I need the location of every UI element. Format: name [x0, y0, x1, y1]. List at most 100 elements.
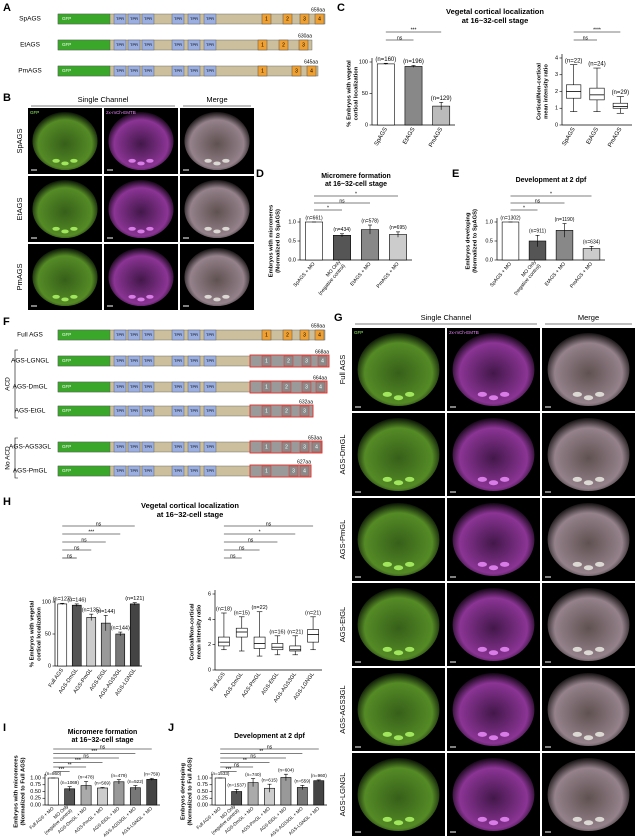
embryo-image: [547, 672, 630, 747]
y-tick-label: 4: [555, 55, 558, 61]
n-label: (n=478): [78, 775, 94, 780]
protein-length: 659aa: [311, 7, 325, 13]
goloco-motif: [257, 39, 268, 51]
cortical-spot: [128, 226, 136, 231]
cortical-spot: [583, 480, 594, 486]
motif-label: 1: [265, 358, 268, 364]
tpr-domain: [187, 13, 201, 25]
tpr-label: TPR: [130, 42, 138, 47]
cortical-spot: [595, 391, 605, 397]
tpr-domain: [127, 39, 141, 51]
goloco-motif: [281, 405, 292, 417]
motif-label: 2: [286, 16, 289, 22]
embryo-image: [357, 417, 440, 492]
tpr-label: TPR: [206, 42, 214, 47]
tpr-domain: [187, 65, 201, 77]
cortical-spot: [70, 294, 78, 299]
protein-name: AGS-EtGL: [15, 408, 46, 415]
y-axis-label: cortical localization: [354, 66, 360, 120]
goloco-motif: [314, 329, 325, 341]
goloco-motif: [314, 13, 325, 25]
embryo-image: [108, 247, 174, 307]
x-tick-label: SpAGS + MO: [489, 261, 513, 288]
row-label: EtAGS: [15, 198, 24, 221]
n-label: (n=522): [127, 779, 143, 784]
embryo-image: [108, 179, 174, 239]
y-tick-label: 2: [555, 89, 558, 95]
motif-label: 3: [303, 16, 306, 22]
cortical-spot: [572, 646, 582, 652]
goloco-motif: [261, 381, 272, 393]
cortical-spot: [382, 561, 392, 567]
tpr-label: TPR: [174, 384, 182, 389]
goloco-motif: [317, 355, 328, 367]
protein-length: 659aa: [311, 323, 325, 329]
tpr-domain: [141, 441, 155, 453]
panel-title: at 16~32-cell stage: [462, 16, 529, 25]
cortical-spot: [500, 816, 510, 822]
y-axis-label: Cortical/Non-cortical: [190, 603, 196, 660]
goloco-motif: [261, 465, 272, 477]
bar: [97, 787, 108, 806]
tpr-label: TPR: [174, 408, 182, 413]
tpr-label: TPR: [116, 358, 124, 363]
tpr-label: TPR: [206, 68, 214, 73]
goloco-motif: [281, 381, 292, 393]
goloco-motif: [299, 405, 310, 417]
n-label: (n=16): [269, 629, 285, 635]
tpr-domain: [113, 465, 127, 477]
protein-name: AGS-DmGL: [13, 384, 48, 391]
gfp-label: GFP: [62, 68, 71, 73]
y-tick-label: 0.50: [30, 789, 41, 795]
group-label: ACD: [5, 377, 12, 391]
tpr-label: TPR: [144, 42, 152, 47]
column-header: Single Channel: [78, 95, 129, 104]
y-tick-label: 0: [555, 122, 558, 128]
y-axis-label: Embryos developing: [181, 763, 187, 820]
gfp-domain: [57, 65, 111, 77]
goloco-motif: [261, 441, 272, 453]
x-tick-label: AGS-PmGL + MO: [240, 806, 271, 835]
y-tick-label: 0.00: [30, 802, 41, 808]
tpr-domain: [203, 465, 217, 477]
cortical-spot: [488, 565, 499, 571]
cortical-spot: [500, 731, 510, 737]
significance-label: **: [243, 758, 247, 764]
y-tick-label: 1.00: [30, 775, 41, 781]
cortical-spot: [213, 229, 221, 234]
motif-label: 4: [315, 444, 318, 450]
tpr-domain: [171, 441, 185, 453]
cortical-spot: [477, 391, 487, 397]
n-label: (n=634): [583, 240, 601, 246]
cortical-spot: [137, 161, 145, 166]
goloco-motif: [282, 329, 293, 341]
tpr-label: TPR: [190, 332, 198, 337]
n-label: (n=22): [252, 605, 268, 611]
cortical-spot: [500, 476, 510, 482]
cortical-spot: [583, 395, 594, 401]
significance-label: ns: [250, 753, 256, 759]
panel-label: C: [337, 2, 345, 14]
tpr-domain: [203, 381, 217, 393]
goloco-motif: [261, 405, 272, 417]
bar: [57, 603, 68, 667]
tpr-domain: [187, 465, 201, 477]
significance-label: ns: [96, 521, 102, 527]
tpr-label: TPR: [116, 444, 124, 449]
tpr-domain: [113, 441, 127, 453]
cortical-spot: [137, 297, 145, 302]
chart-title: Development at 2 dpf: [516, 177, 587, 184]
n-label: (n=559): [294, 779, 310, 784]
goloco-motif: [306, 65, 317, 77]
protein-name: Full AGS: [17, 332, 43, 339]
tpr-label: TPR: [130, 468, 138, 473]
chart-title: at 16~32-cell stage: [71, 737, 133, 744]
bar: [64, 788, 76, 806]
bar: [113, 781, 125, 806]
motif-label: 1: [265, 332, 268, 338]
tpr-label: TPR: [190, 384, 198, 389]
n-label: (n=160): [375, 57, 396, 63]
tpr-label: TPR: [174, 332, 182, 337]
tpr-domain: [187, 405, 201, 417]
